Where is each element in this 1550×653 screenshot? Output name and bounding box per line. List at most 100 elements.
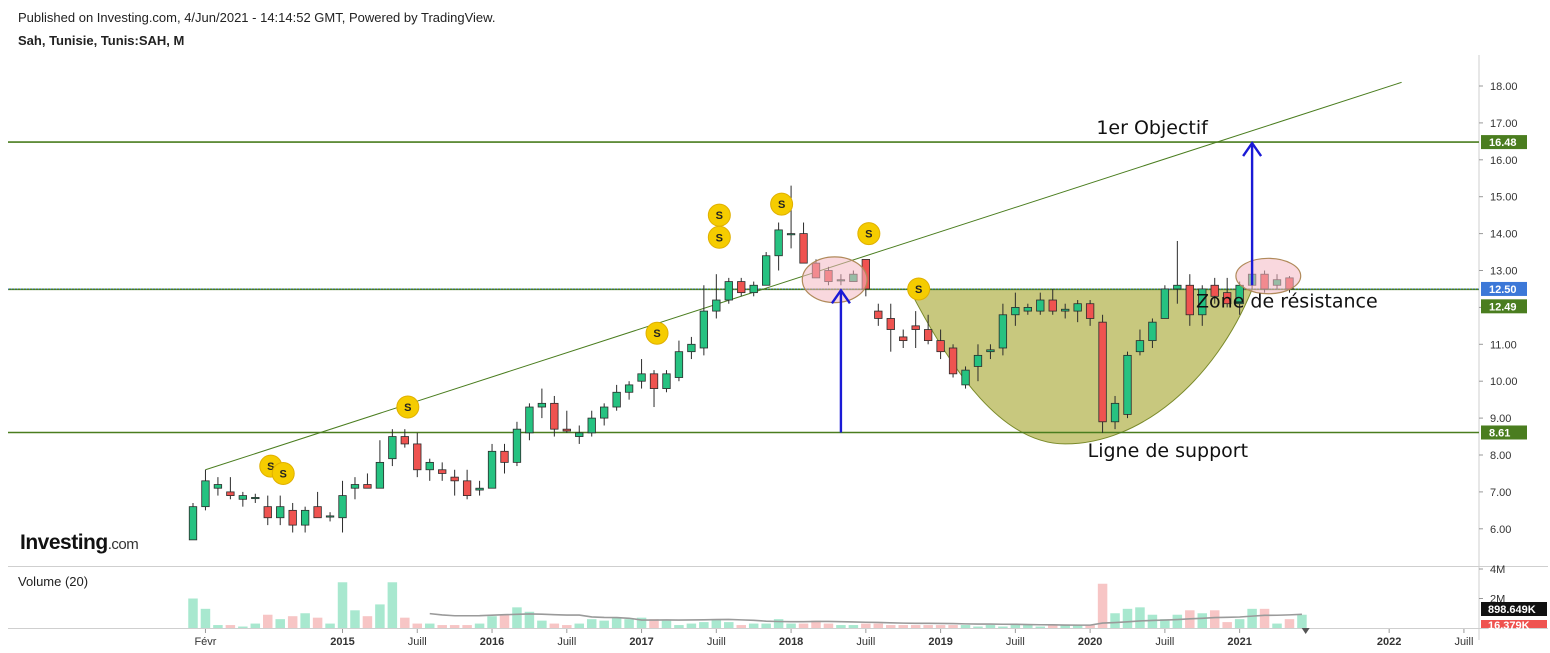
candle[interactable] xyxy=(1048,288,1057,315)
candle[interactable] xyxy=(936,329,945,360)
candle[interactable] xyxy=(1110,395,1120,430)
candle[interactable] xyxy=(525,403,534,441)
candle[interactable] xyxy=(276,495,285,526)
candle[interactable] xyxy=(786,185,796,249)
candle[interactable] xyxy=(238,491,247,507)
candle[interactable] xyxy=(1173,240,1182,304)
dividend-marker[interactable]: S xyxy=(396,395,420,419)
candle[interactable] xyxy=(1235,281,1244,315)
candle[interactable] xyxy=(1098,314,1107,433)
candle[interactable] xyxy=(400,429,409,448)
x-tick-label: 2021 xyxy=(1227,636,1251,648)
candle[interactable] xyxy=(749,281,758,297)
candle[interactable] xyxy=(1223,277,1232,308)
candle[interactable] xyxy=(1135,329,1145,356)
candle[interactable] xyxy=(699,285,709,356)
y-tick-label: 17.00 xyxy=(1490,118,1518,130)
candle[interactable] xyxy=(450,469,459,496)
dividend-marker[interactable]: S xyxy=(857,222,881,246)
candle[interactable] xyxy=(1085,300,1095,326)
candle[interactable] xyxy=(300,506,310,533)
candle-body xyxy=(1110,402,1120,423)
candle[interactable] xyxy=(687,336,696,360)
candle[interactable] xyxy=(438,462,447,481)
dividend-marker[interactable]: S xyxy=(645,321,669,345)
candle[interactable] xyxy=(537,388,547,419)
candle[interactable] xyxy=(911,311,920,348)
candle[interactable] xyxy=(973,344,983,382)
candle[interactable] xyxy=(388,429,397,467)
candle[interactable] xyxy=(737,277,746,297)
candle-body xyxy=(973,354,983,367)
candle[interactable] xyxy=(313,491,322,519)
candle-body xyxy=(1011,306,1020,316)
candle[interactable] xyxy=(251,493,260,503)
candle[interactable] xyxy=(263,495,272,526)
candle[interactable] xyxy=(1061,303,1070,319)
candle[interactable] xyxy=(649,370,659,408)
candle[interactable] xyxy=(587,410,596,437)
candle[interactable] xyxy=(288,502,297,533)
candle[interactable] xyxy=(986,344,995,360)
candle[interactable] xyxy=(575,425,584,444)
candle[interactable] xyxy=(1073,300,1082,323)
candle[interactable] xyxy=(1123,351,1132,419)
candle[interactable] xyxy=(550,395,559,437)
candle[interactable] xyxy=(948,344,958,378)
volume-bar xyxy=(686,623,697,628)
candle[interactable] xyxy=(662,370,671,393)
candle[interactable] xyxy=(475,480,484,496)
candle[interactable] xyxy=(1036,292,1045,315)
candle-body xyxy=(425,461,434,471)
dividend-marker[interactable]: S xyxy=(707,203,731,227)
candle[interactable] xyxy=(413,432,422,478)
candle[interactable] xyxy=(886,303,895,352)
candle[interactable] xyxy=(1160,285,1170,319)
candle[interactable] xyxy=(188,502,198,541)
candle[interactable] xyxy=(425,458,434,481)
candle[interactable] xyxy=(774,222,783,271)
candle[interactable] xyxy=(874,303,883,326)
candle[interactable] xyxy=(799,222,808,264)
candle[interactable] xyxy=(1023,303,1032,315)
dividend-marker[interactable]: S xyxy=(271,461,295,485)
candle[interactable] xyxy=(201,469,210,511)
candle[interactable] xyxy=(213,477,223,496)
dividend-marker[interactable]: S xyxy=(707,225,731,249)
candle[interactable] xyxy=(512,421,522,467)
candle[interactable] xyxy=(674,340,684,382)
candle[interactable] xyxy=(998,303,1008,356)
candle[interactable] xyxy=(624,381,634,400)
candle[interactable] xyxy=(1011,292,1020,326)
candle[interactable] xyxy=(899,329,908,348)
candle[interactable] xyxy=(462,469,472,500)
volume-second-label-text: 16.379K xyxy=(1488,620,1530,632)
candle[interactable] xyxy=(487,443,497,489)
candle[interactable] xyxy=(612,384,621,411)
candle[interactable] xyxy=(1210,277,1219,304)
candle[interactable] xyxy=(600,403,609,426)
candle[interactable] xyxy=(961,366,970,389)
dividend-marker[interactable]: S xyxy=(907,277,931,301)
candle[interactable] xyxy=(923,314,933,345)
candle[interactable] xyxy=(338,480,347,533)
annotation-support-label: Ligne de support xyxy=(1088,440,1248,462)
candle[interactable] xyxy=(637,359,646,389)
candle[interactable] xyxy=(762,252,771,286)
candle[interactable] xyxy=(226,477,235,500)
candle[interactable] xyxy=(712,274,721,319)
candle[interactable] xyxy=(724,277,733,304)
candle[interactable] xyxy=(1198,285,1207,326)
candle[interactable] xyxy=(350,477,360,500)
candle[interactable] xyxy=(562,410,571,433)
dividend-marker[interactable]: S xyxy=(770,192,794,216)
candle[interactable] xyxy=(375,440,385,489)
volume-bar xyxy=(1272,623,1282,628)
candle[interactable] xyxy=(500,443,509,474)
candle[interactable] xyxy=(325,512,335,522)
candle[interactable] xyxy=(1148,318,1157,348)
candle[interactable] xyxy=(363,473,372,489)
candle[interactable] xyxy=(1185,274,1194,326)
candle-body xyxy=(923,329,933,342)
